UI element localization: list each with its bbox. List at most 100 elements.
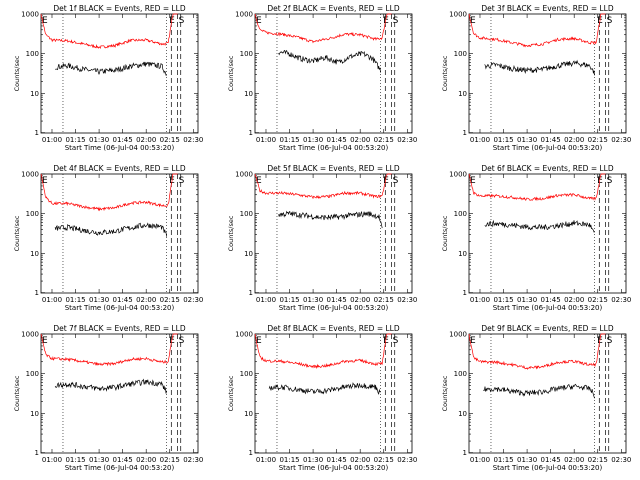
events-rate-line (278, 49, 381, 73)
x-tick-label: 01:00 (470, 296, 490, 304)
x-axis-label: Start Time (06-Jul-04 00:53:20) (493, 464, 603, 472)
events-rate-line (268, 382, 381, 395)
x-tick-label: 02:30 (183, 456, 203, 464)
plot-frame (468, 173, 627, 294)
lld-rate-line (254, 13, 392, 44)
x-axis-label: Start Time (06-Jul-04 00:53:20) (279, 304, 389, 312)
event-marker-label: S (607, 336, 613, 346)
detector-panel: Det 5f BLACK = Events, RED = LLD 1 10 100 10… (227, 164, 417, 312)
x-tick-label: 01:15 (279, 296, 299, 304)
x-tick-label: 01:15 (493, 456, 513, 464)
y-tick-label: 10 (244, 90, 253, 98)
plot-frame (468, 333, 627, 454)
x-tick-label: 01:30 (517, 456, 537, 464)
y-tick-label: 1 (35, 449, 39, 457)
x-tick-label: 01:00 (470, 136, 490, 144)
x-tick-label: 01:00 (42, 296, 62, 304)
x-tick-label: 02:30 (611, 296, 631, 304)
x-tick-label: 02:15 (588, 456, 608, 464)
plot-frame (254, 173, 413, 294)
x-tick-label: 02:00 (136, 136, 156, 144)
event-marker-label: E (383, 16, 389, 26)
x-tick-label: 02:30 (183, 296, 203, 304)
x-tick-label: 01:45 (327, 296, 347, 304)
event-marker-label: S (607, 176, 613, 186)
x-tick-label: 01:15 (493, 136, 513, 144)
events-rate-line (54, 378, 167, 394)
x-tick-label: 01:00 (256, 136, 276, 144)
y-tick-label: 100 (240, 370, 253, 378)
x-tick-label: 01:45 (327, 136, 347, 144)
y-tick-label: 1000 (449, 11, 467, 19)
panel-title: Det 8f BLACK = Events, RED = LLD (267, 324, 400, 333)
event-marker-label: E (470, 16, 476, 26)
detector-panel: Det 6f BLACK = Events, RED = LLD 1 10 100 10… (441, 164, 631, 312)
x-tick-label: 02:30 (611, 136, 631, 144)
detector-panel: Det 9f BLACK = Events, RED = LLD 1 10 100 10… (441, 324, 631, 472)
x-tick-label: 01:15 (65, 456, 85, 464)
y-tick-label: 1 (35, 289, 39, 297)
x-tick-label: 02:00 (350, 136, 370, 144)
event-marker-label: E (470, 176, 476, 186)
lld-rate-line (468, 13, 606, 48)
y-tick-label: 100 (454, 210, 467, 218)
event-marker-label: E (256, 336, 262, 346)
y-tick-label: 10 (30, 90, 39, 98)
detector-panel: Det 4f BLACK = Events, RED = LLD 1 10 100 10… (13, 164, 203, 312)
x-axis-label: Start Time (06-Jul-04 00:53:20) (65, 304, 175, 312)
plot-frame (40, 173, 199, 294)
y-axis-label: Counts/sec (13, 215, 21, 251)
events-rate-line (483, 383, 595, 399)
event-marker-label: E (42, 16, 48, 26)
events-rate-line (55, 61, 167, 76)
y-tick-label: 1 (463, 289, 467, 297)
event-marker-label: E (169, 336, 175, 346)
y-tick-label: 10 (30, 410, 39, 418)
x-tick-label: 02:15 (588, 136, 608, 144)
x-tick-label: 02:00 (350, 296, 370, 304)
x-tick-label: 02:15 (374, 296, 394, 304)
y-tick-label: 100 (26, 210, 39, 218)
event-marker-label: S (393, 176, 399, 186)
y-tick-label: 1000 (235, 11, 253, 19)
event-marker-label: E (597, 336, 603, 346)
x-axis-label: Start Time (06-Jul-04 00:53:20) (65, 464, 175, 472)
panel-title: Det 5f BLACK = Events, RED = LLD (267, 164, 400, 173)
x-tick-label: 02:00 (564, 456, 584, 464)
lld-rate-line (254, 173, 392, 200)
y-tick-label: 1000 (449, 331, 467, 339)
x-tick-label: 01:45 (541, 456, 561, 464)
detector-panel: Det 3f BLACK = Events, RED = LLD 1 10 100 10… (441, 4, 631, 152)
y-tick-label: 1 (249, 449, 253, 457)
x-tick-label: 02:15 (588, 296, 608, 304)
x-tick-label: 01:45 (113, 456, 133, 464)
y-tick-label: 100 (26, 370, 39, 378)
x-tick-label: 01:45 (541, 136, 561, 144)
panel-title: Det 6f BLACK = Events, RED = LLD (481, 164, 614, 173)
event-marker-label: S (393, 16, 399, 26)
x-tick-label: 02:30 (611, 456, 631, 464)
events-rate-line (484, 59, 595, 76)
x-tick-label: 01:45 (541, 296, 561, 304)
panel-title: Det 2f BLACK = Events, RED = LLD (267, 4, 400, 13)
lld-rate-line (40, 13, 178, 49)
x-tick-label: 02:15 (374, 456, 394, 464)
y-tick-label: 10 (30, 250, 39, 258)
event-marker-label: E (256, 16, 262, 26)
y-tick-label: 1000 (235, 331, 253, 339)
panel-title: Det 9f BLACK = Events, RED = LLD (481, 324, 614, 333)
events-rate-line (484, 219, 595, 233)
y-tick-label: 10 (458, 90, 467, 98)
panel-title: Det 7f BLACK = Events, RED = LLD (53, 324, 186, 333)
x-tick-label: 01:00 (256, 296, 276, 304)
y-tick-label: 100 (240, 50, 253, 58)
x-tick-label: 01:15 (65, 296, 85, 304)
y-tick-label: 100 (454, 370, 467, 378)
detector-panel: Det 1f BLACK = Events, RED = LLD 1 10 100 10… (13, 4, 203, 152)
event-marker-label: S (607, 16, 613, 26)
x-tick-label: 02:00 (350, 456, 370, 464)
event-marker-label: E (42, 336, 48, 346)
y-tick-label: 10 (458, 250, 467, 258)
lld-rate-line (468, 333, 606, 370)
x-tick-label: 01:00 (470, 456, 490, 464)
